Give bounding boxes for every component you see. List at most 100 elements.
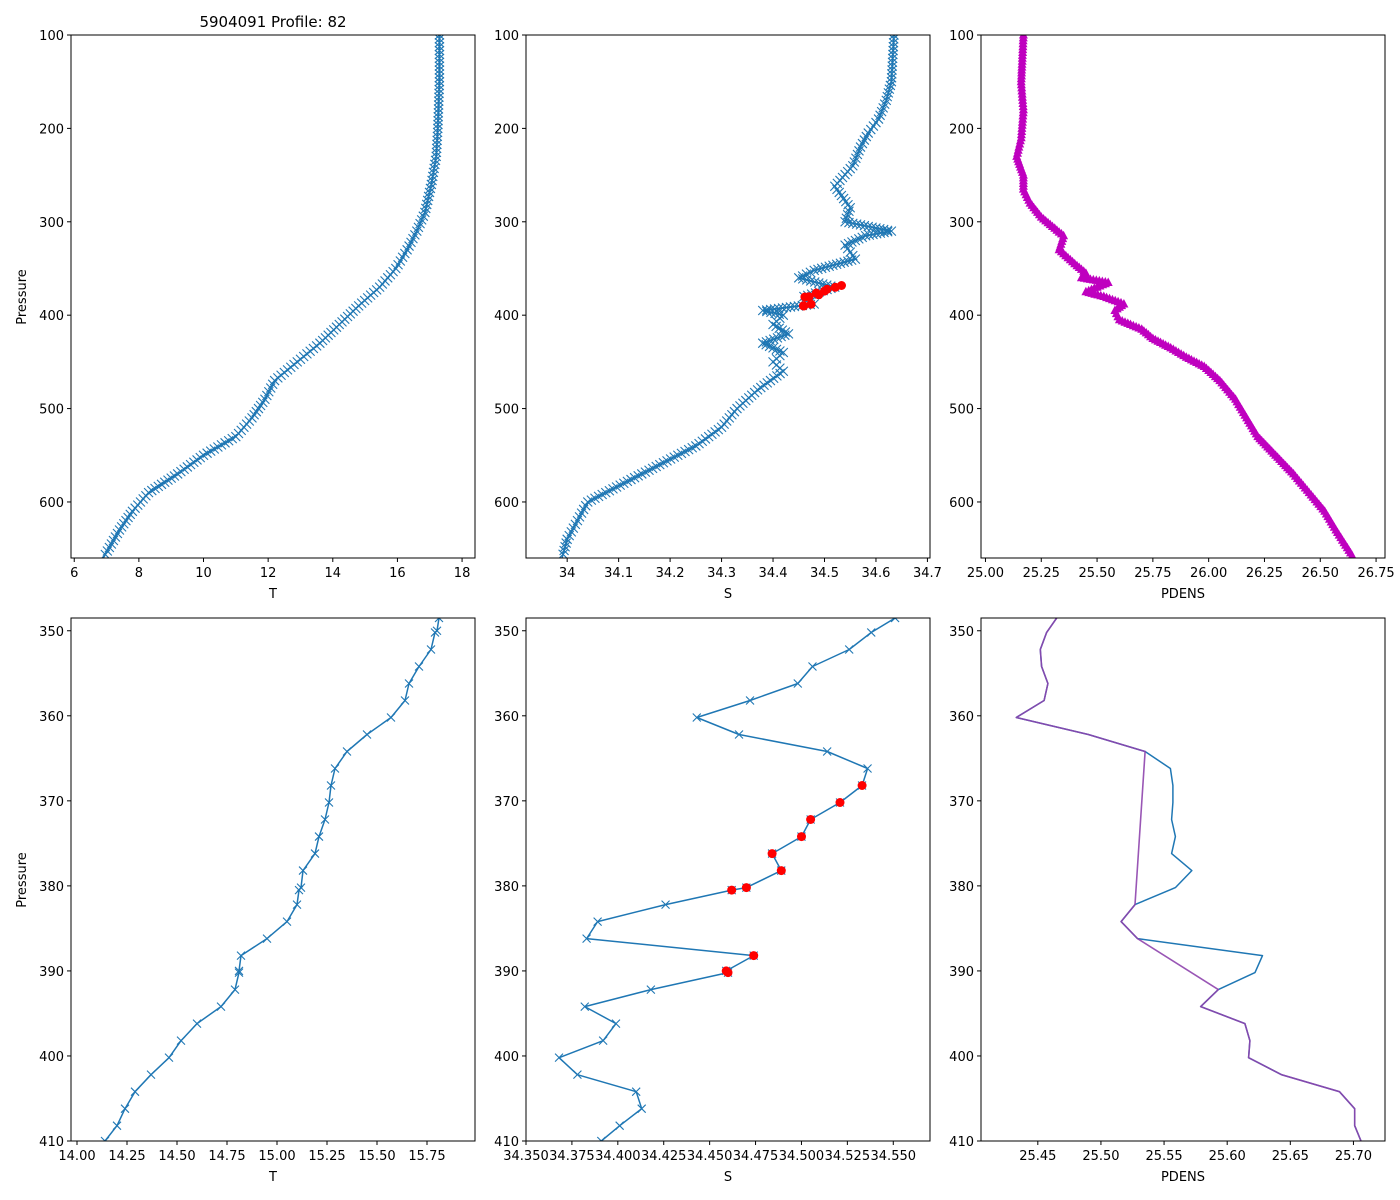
x-tick-label: 34.6 [861, 566, 890, 581]
x-marker [434, 35, 445, 40]
x-marker [123, 512, 133, 523]
x-marker [431, 151, 442, 162]
x-tick-label: 34.475 [733, 1149, 779, 1164]
x-marker [434, 618, 444, 623]
x-marker [427, 175, 437, 186]
x-marker [234, 968, 244, 978]
x-marker [310, 849, 320, 858]
x-marker [822, 747, 832, 756]
x-marker [835, 258, 846, 269]
salinity-zoom-chart: S 34.350 34.375 34.400 34.425 34.450 34.475 34… [494, 617, 931, 1185]
x-marker [593, 917, 603, 926]
data-layer [558, 35, 899, 558]
x-marker [386, 713, 396, 722]
y-tick-label: 300 [39, 216, 64, 231]
x-marker [120, 1104, 130, 1114]
x-marker [846, 255, 857, 266]
x-marker [429, 159, 440, 170]
x-marker [156, 479, 167, 490]
x-marker [885, 80, 896, 91]
x-marker [118, 518, 129, 529]
y-tick-label: 360 [949, 710, 974, 725]
x-tick-label: 15.00 [258, 1149, 295, 1164]
x-marker [615, 1121, 625, 1131]
x-marker [433, 100, 444, 110]
red-point [776, 866, 786, 876]
x-tick-label: 34.500 [779, 1149, 825, 1164]
x-marker [326, 781, 336, 790]
x-marker [164, 1053, 174, 1063]
x-marker [216, 1002, 226, 1012]
x-marker [159, 477, 170, 488]
x-marker [414, 662, 424, 671]
x-marker [884, 84, 895, 95]
x-marker [150, 483, 160, 494]
x-marker [646, 985, 656, 995]
x-tick-label: 15.75 [408, 1149, 445, 1164]
x-tick-label: 25.65 [1272, 1149, 1309, 1164]
x-marker [888, 45, 899, 56]
triangle-marker [1348, 550, 1357, 558]
x-marker [886, 76, 897, 87]
x-marker [146, 1070, 156, 1080]
x-tick-label: 34.400 [595, 1149, 641, 1164]
y-tick-label: 350 [39, 625, 64, 640]
x-marker [425, 183, 436, 194]
x-tick-label: 25.70 [1335, 1149, 1372, 1164]
x-marker [433, 96, 444, 107]
x-marker [757, 305, 768, 316]
x-marker [785, 302, 796, 312]
y-tick-label: 350 [949, 625, 974, 640]
profile-line [1015, 35, 1355, 558]
x-marker [840, 196, 851, 207]
x-marker [428, 167, 439, 178]
x-marker [430, 628, 440, 637]
x-marker [888, 41, 899, 52]
x-marker [598, 1036, 608, 1046]
red-point [797, 832, 806, 842]
x-marker [416, 215, 427, 225]
x-tick-label: 26.50 [1302, 566, 1339, 581]
y-tick-label: 400 [494, 309, 519, 324]
y-tick-label: 300 [494, 216, 519, 231]
x-marker [853, 234, 864, 244]
x-marker [779, 330, 790, 341]
x-marker [169, 471, 180, 481]
y-tick-label: 370 [39, 795, 64, 810]
x-marker [859, 220, 870, 231]
x-marker [433, 111, 444, 122]
x-marker [166, 473, 177, 483]
x-tick-label: 25.50 [1082, 1149, 1119, 1164]
x-marker [434, 88, 444, 99]
x-tick-label: 25.25 [1023, 566, 1060, 581]
red-point [727, 885, 737, 895]
x-marker [554, 1053, 564, 1063]
x-tick-label: 8 [135, 566, 143, 581]
x-marker [757, 338, 768, 349]
x-marker [562, 534, 573, 545]
x-marker [855, 220, 866, 230]
axes-frame [70, 617, 476, 1142]
x-marker [863, 221, 874, 232]
profile-line [104, 618, 440, 1141]
x-marker [734, 730, 744, 739]
x-marker [772, 332, 783, 343]
x-tick-label: 34 [559, 566, 576, 581]
x-marker [429, 163, 440, 174]
x-marker [596, 1136, 606, 1141]
x-marker [330, 764, 340, 773]
x-marker [434, 49, 445, 60]
y-tick-label: 600 [494, 496, 519, 511]
data-layer [1015, 618, 1362, 1141]
y-tick-label: 360 [39, 710, 64, 725]
x-marker [829, 181, 840, 192]
y-tick-label: 100 [494, 29, 519, 44]
y-tick-label: 500 [949, 403, 974, 418]
x-marker [561, 538, 572, 548]
x-marker [294, 885, 304, 895]
red-point [741, 883, 751, 893]
x-marker [611, 1019, 621, 1029]
x-tick-label: 34.5 [810, 566, 839, 581]
x-marker [843, 256, 853, 267]
density-zoom-chart: PDENS 25.45 25.50 25.55 25.60 25.65 25.70 350 3… [949, 617, 1386, 1185]
